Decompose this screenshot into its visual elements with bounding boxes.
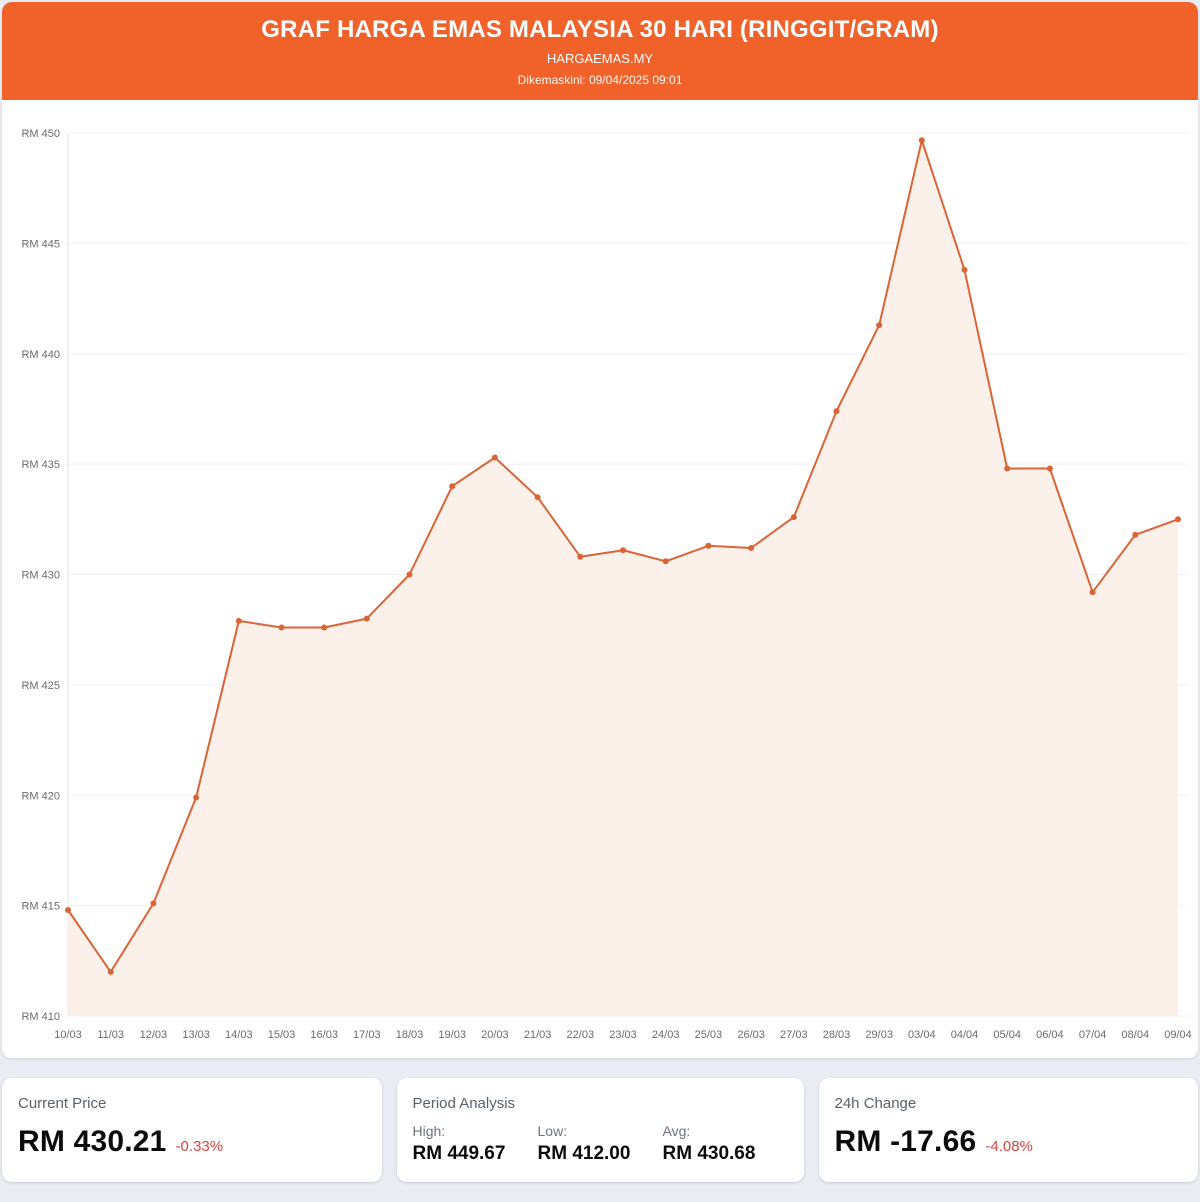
y-axis-tick-label: RM 445 (21, 238, 60, 250)
data-point (748, 545, 755, 551)
current-price-value: RM 430.21 (18, 1125, 167, 1158)
data-point (406, 571, 413, 578)
low-stat: Low: RM 412.00 (538, 1123, 663, 1165)
data-point (876, 322, 883, 329)
y-axis-tick-label: RM 440 (21, 349, 60, 361)
y-axis-tick-label: RM 410 (21, 1011, 60, 1023)
change-24h-pct: -4.08% (985, 1138, 1033, 1155)
y-axis-tick-label: RM 415 (21, 901, 60, 913)
period-analysis-card: Period Analysis High: RM 449.67 Low: RM … (396, 1078, 804, 1182)
x-axis-tick-label: 17/03 (353, 1029, 381, 1041)
data-point (1089, 589, 1096, 596)
low-value: RM 412.00 (537, 1143, 631, 1164)
x-axis-tick-label: 21/03 (524, 1029, 552, 1041)
data-point (321, 624, 328, 631)
avg-stat: Avg: RM 430.68 (663, 1123, 788, 1165)
y-axis-tick-label: RM 420 (21, 790, 60, 802)
page-title: GRAF HARGA EMAS MALAYSIA 30 HARI (RINGGI… (261, 16, 939, 43)
x-axis-tick-label: 03/04 (908, 1029, 936, 1041)
x-axis-tick-label: 06/04 (1036, 1029, 1064, 1041)
data-point (278, 624, 285, 631)
current-price-label: Current Price (18, 1095, 107, 1112)
data-point (65, 907, 71, 913)
data-point (918, 137, 925, 144)
low-label: Low: (537, 1123, 568, 1139)
x-axis-tick-label: 11/03 (97, 1029, 124, 1041)
high-label: High: (412, 1123, 446, 1139)
x-axis-tick-label: 23/03 (609, 1029, 637, 1041)
x-axis-tick-label: 22/03 (567, 1029, 595, 1041)
y-axis-tick-label: RM 425 (21, 680, 60, 692)
chart-header: GRAF HARGA EMAS MALAYSIA 30 HARI (RINGGI… (2, 2, 1198, 100)
avg-value: RM 430.68 (662, 1143, 756, 1164)
data-point (620, 547, 626, 554)
high-value: RM 449.67 (412, 1143, 506, 1164)
x-axis-tick-label: 14/03 (225, 1029, 253, 1041)
source-label: HARGAEMAS.MY (546, 51, 654, 66)
data-point (449, 483, 456, 490)
data-point (235, 617, 242, 624)
avg-label: Avg: (662, 1123, 691, 1139)
current-price-card: Current Price RM 430.21 -0.33% (2, 1078, 382, 1182)
x-axis-tick-label: 12/03 (140, 1029, 168, 1041)
y-axis-tick-label: RM 450 (21, 128, 60, 140)
data-point (833, 408, 840, 415)
x-axis-tick-label: 26/03 (737, 1029, 765, 1041)
x-axis-tick-label: 09/04 (1164, 1029, 1192, 1041)
data-point (577, 553, 584, 560)
x-axis-tick-label: 24/03 (652, 1029, 680, 1041)
data-point (1175, 516, 1181, 523)
x-axis-tick-label: 19/03 (438, 1029, 466, 1041)
data-point (790, 514, 797, 521)
x-axis-tick-label: 18/03 (396, 1029, 424, 1041)
chart-area: RM 410 RM 415 RM 420 RM 425 RM 430 RM 435 RM 4… (2, 100, 1198, 1058)
data-point (150, 900, 157, 907)
x-axis-tick-label: 25/03 (695, 1029, 723, 1041)
change-24h-label: 24h Change (834, 1095, 917, 1112)
y-axis-tick-label: RM 430 (21, 570, 60, 582)
x-axis-tick-label: 16/03 (310, 1029, 338, 1041)
gold-price-chart-card: GRAF HARGA EMAS MALAYSIA 30 HARI (RINGGI… (2, 2, 1198, 1058)
area-fill (68, 140, 1178, 1017)
data-point (363, 615, 370, 622)
x-axis-tick-label: 20/03 (481, 1029, 509, 1041)
change-24h-value: RM -17.66 (834, 1125, 977, 1158)
data-point (1132, 531, 1139, 538)
summary-cards-row: Current Price RM 430.21 -0.33% Period An… (2, 1078, 1198, 1182)
y-axis-tick-label: RM 435 (21, 459, 60, 471)
high-stat: High: RM 449.67 (413, 1123, 538, 1165)
last-updated-label: Dikemaskini: 09/04/2025 09:01 (517, 73, 683, 87)
x-axis-tick-label: 15/03 (268, 1029, 296, 1041)
x-axis-tick-label: 28/03 (823, 1029, 851, 1041)
data-point (1046, 465, 1053, 472)
price-line-chart: RM 410 RM 415 RM 420 RM 425 RM 430 RM 435 RM 4… (21, 128, 1192, 1041)
data-point (705, 542, 712, 549)
period-analysis-label: Period Analysis (412, 1095, 516, 1112)
x-axis-tick-label: 29/03 (865, 1029, 893, 1041)
x-axis-tick-label: 08/04 (1122, 1029, 1150, 1041)
data-point (107, 968, 114, 975)
x-axis-tick-label: 04/04 (951, 1029, 979, 1041)
x-axis-tick-label: 07/04 (1079, 1029, 1107, 1041)
data-point (534, 494, 541, 501)
x-axis-tick-label: 27/03 (780, 1029, 808, 1041)
data-point (491, 454, 498, 461)
data-point (662, 558, 669, 565)
x-axis-tick-label: 10/03 (54, 1029, 82, 1041)
x-axis-tick-label: 05/04 (993, 1029, 1021, 1041)
data-point (961, 266, 968, 273)
data-point (193, 794, 200, 801)
change-24h-card: 24h Change RM -17.66 -4.08% (818, 1078, 1198, 1182)
current-price-change-pct: -0.33% (175, 1138, 224, 1155)
x-axis-tick-label: 13/03 (182, 1029, 210, 1041)
data-point (1004, 465, 1011, 472)
